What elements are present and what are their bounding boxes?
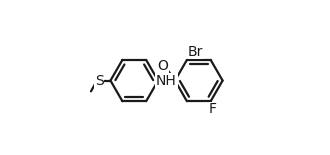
- Text: O: O: [157, 60, 168, 73]
- Text: NH: NH: [156, 74, 177, 88]
- Text: F: F: [209, 102, 217, 116]
- Text: Br: Br: [188, 45, 203, 59]
- Text: S: S: [95, 74, 104, 88]
